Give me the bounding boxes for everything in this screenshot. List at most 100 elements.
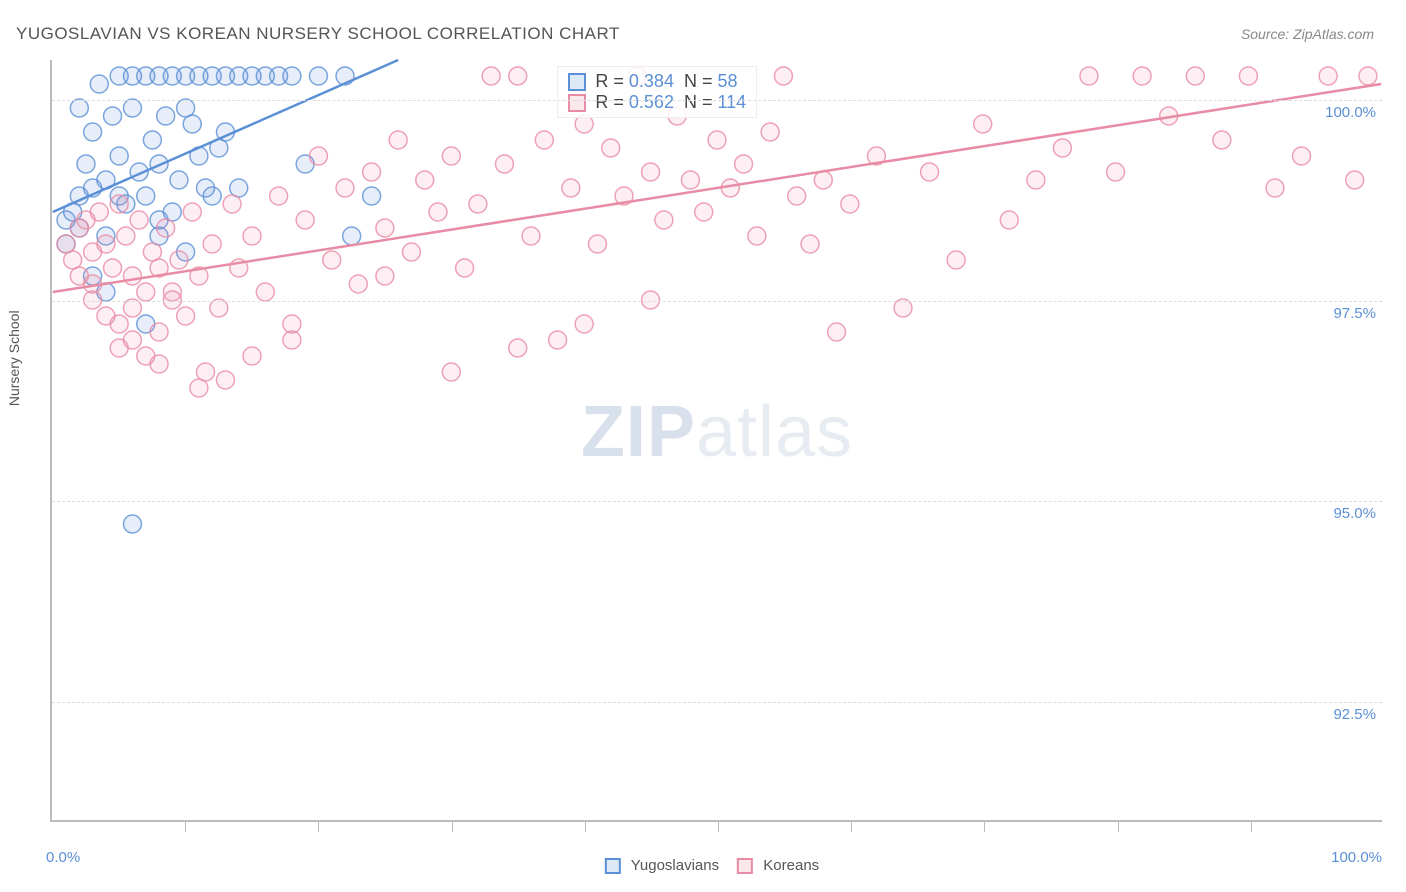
data-point <box>283 331 301 349</box>
data-point <box>117 227 135 245</box>
data-point <box>549 331 567 349</box>
series-legend: Yugoslavians Koreans <box>587 857 819 874</box>
x-tick <box>452 822 453 832</box>
data-point <box>416 171 434 189</box>
source-label: Source: ZipAtlas.com <box>1241 26 1374 42</box>
data-point <box>894 299 912 317</box>
gridline <box>52 301 1382 302</box>
legend-row: R = 0.384 N = 58 <box>568 71 746 92</box>
chart-plot-area: ZIPatlas R = 0.384 N = 58 R = 0.562 N = … <box>50 60 1382 822</box>
data-point <box>748 227 766 245</box>
legend-swatch <box>568 94 586 112</box>
data-point <box>974 115 992 133</box>
legend-item: Koreans <box>719 857 819 874</box>
x-tick <box>851 822 852 832</box>
data-point <box>469 195 487 213</box>
data-point <box>1053 139 1071 157</box>
data-point <box>216 371 234 389</box>
data-point <box>177 99 195 117</box>
x-tick <box>718 822 719 832</box>
data-point <box>363 163 381 181</box>
y-tick-label: 100.0% <box>1325 104 1376 121</box>
data-point <box>482 67 500 85</box>
data-point <box>97 235 115 253</box>
data-point <box>256 283 274 301</box>
data-point <box>90 75 108 93</box>
data-point <box>1186 67 1204 85</box>
data-point <box>90 203 108 221</box>
data-point <box>309 147 327 165</box>
data-point <box>190 379 208 397</box>
data-point <box>402 243 420 261</box>
data-point <box>177 307 195 325</box>
data-point <box>495 155 513 173</box>
data-point <box>562 179 580 197</box>
data-point <box>110 147 128 165</box>
data-point <box>77 155 95 173</box>
data-point <box>104 107 122 125</box>
data-point <box>157 219 175 237</box>
data-point <box>735 155 753 173</box>
data-point <box>243 347 261 365</box>
data-point <box>1000 211 1018 229</box>
data-point <box>828 323 846 341</box>
data-point <box>363 187 381 205</box>
legend-item: Yugoslavians <box>587 857 719 874</box>
data-point <box>376 267 394 285</box>
data-point <box>123 267 141 285</box>
data-point <box>243 227 261 245</box>
data-point <box>442 147 460 165</box>
data-point <box>921 163 939 181</box>
data-point <box>143 131 161 149</box>
data-point <box>1359 67 1377 85</box>
data-point <box>150 323 168 341</box>
data-point <box>788 187 806 205</box>
x-tick <box>1118 822 1119 832</box>
data-point <box>588 235 606 253</box>
data-point <box>123 299 141 317</box>
chart-header: YUGOSLAVIAN VS KOREAN NURSERY SCHOOL COR… <box>0 0 1406 56</box>
data-point <box>123 515 141 533</box>
data-point <box>376 219 394 237</box>
data-point <box>1319 67 1337 85</box>
legend-swatch <box>605 858 621 874</box>
data-point <box>130 211 148 229</box>
x-tick <box>984 822 985 832</box>
data-point <box>841 195 859 213</box>
data-point <box>104 259 122 277</box>
data-point <box>575 315 593 333</box>
data-point <box>774 67 792 85</box>
data-point <box>801 235 819 253</box>
data-point <box>602 139 620 157</box>
data-point <box>761 123 779 141</box>
data-point <box>210 299 228 317</box>
data-point <box>389 131 407 149</box>
data-point <box>522 227 540 245</box>
data-point <box>1080 67 1098 85</box>
data-point <box>170 251 188 269</box>
data-point <box>270 187 288 205</box>
data-point <box>1133 67 1151 85</box>
data-point <box>123 99 141 117</box>
data-point <box>150 355 168 373</box>
x-tick <box>585 822 586 832</box>
data-point <box>137 283 155 301</box>
legend-row: R = 0.562 N = 114 <box>568 92 746 113</box>
data-point <box>110 315 128 333</box>
data-point <box>110 195 128 213</box>
data-point <box>336 179 354 197</box>
data-point <box>203 235 221 253</box>
legend-swatch <box>568 73 586 91</box>
chart-title: YUGOSLAVIAN VS KOREAN NURSERY SCHOOL COR… <box>16 24 620 44</box>
data-point <box>137 187 155 205</box>
data-point <box>343 227 361 245</box>
data-point <box>283 67 301 85</box>
y-tick-label: 97.5% <box>1333 305 1376 322</box>
data-point <box>947 251 965 269</box>
data-point <box>642 163 660 181</box>
data-point <box>157 107 175 125</box>
data-point <box>170 171 188 189</box>
scatter-plot-svg <box>52 60 1382 820</box>
x-tick <box>1251 822 1252 832</box>
y-tick-label: 95.0% <box>1333 505 1376 522</box>
